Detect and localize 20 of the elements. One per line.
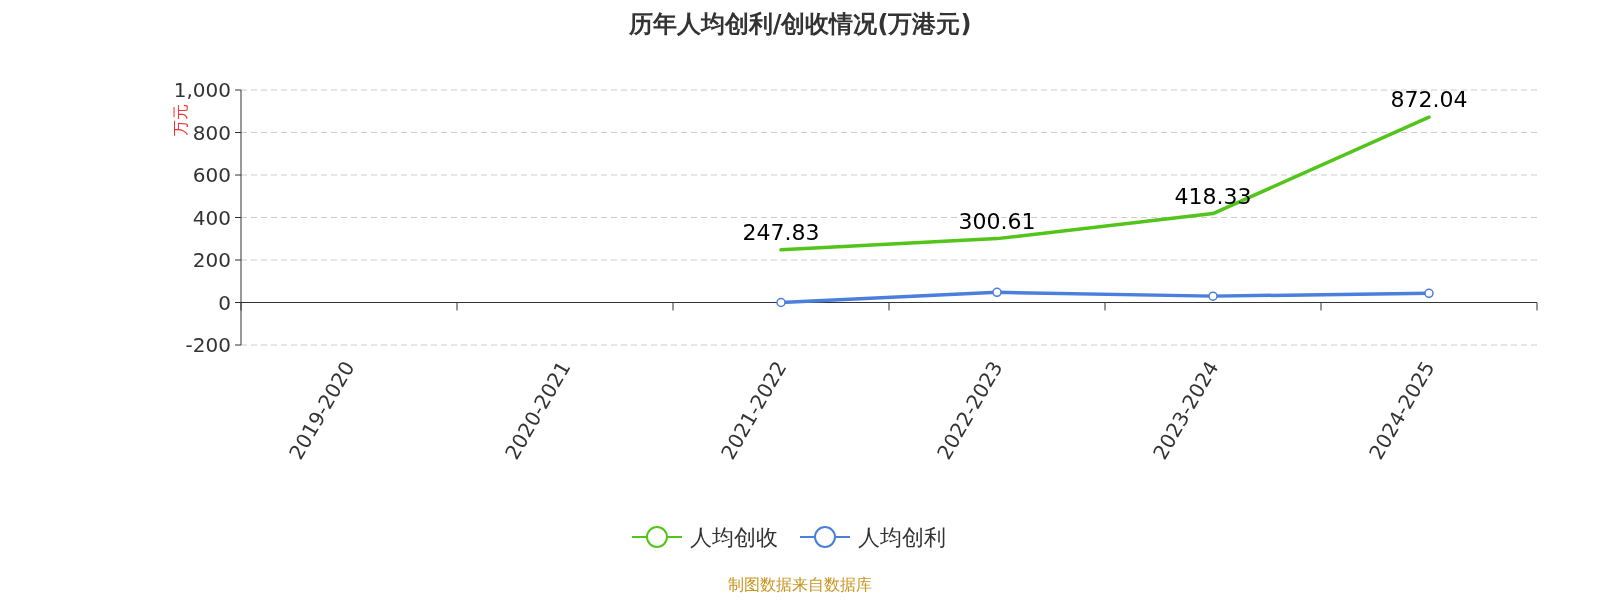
y-tick-label: 0	[218, 290, 231, 315]
data-label: 247.83	[742, 219, 820, 245]
y-tick-label: 400	[192, 205, 231, 230]
chart-title: 历年人均创利/创收情况(万港元)	[627, 10, 972, 38]
y-axis-title: 万元	[170, 104, 190, 136]
legend-label: 人均创收	[690, 525, 778, 550]
data-label: 300.61	[958, 208, 1036, 234]
y-tick-label: 800	[192, 120, 231, 145]
y-tick-label: 1,000	[173, 78, 231, 102]
point	[1424, 288, 1434, 299]
data-label: 872.04	[1390, 87, 1468, 113]
y-tick-label: -200	[185, 333, 231, 357]
legend-label: 人均创利	[858, 525, 946, 550]
point	[992, 287, 1002, 298]
y-tick-label: 600	[192, 163, 231, 187]
text: 制图数据来自数据库	[728, 575, 872, 594]
point	[1208, 291, 1218, 301]
point	[776, 297, 786, 308]
data-label: 418.33	[1174, 183, 1252, 209]
y-tick-label: 200	[192, 248, 231, 272]
